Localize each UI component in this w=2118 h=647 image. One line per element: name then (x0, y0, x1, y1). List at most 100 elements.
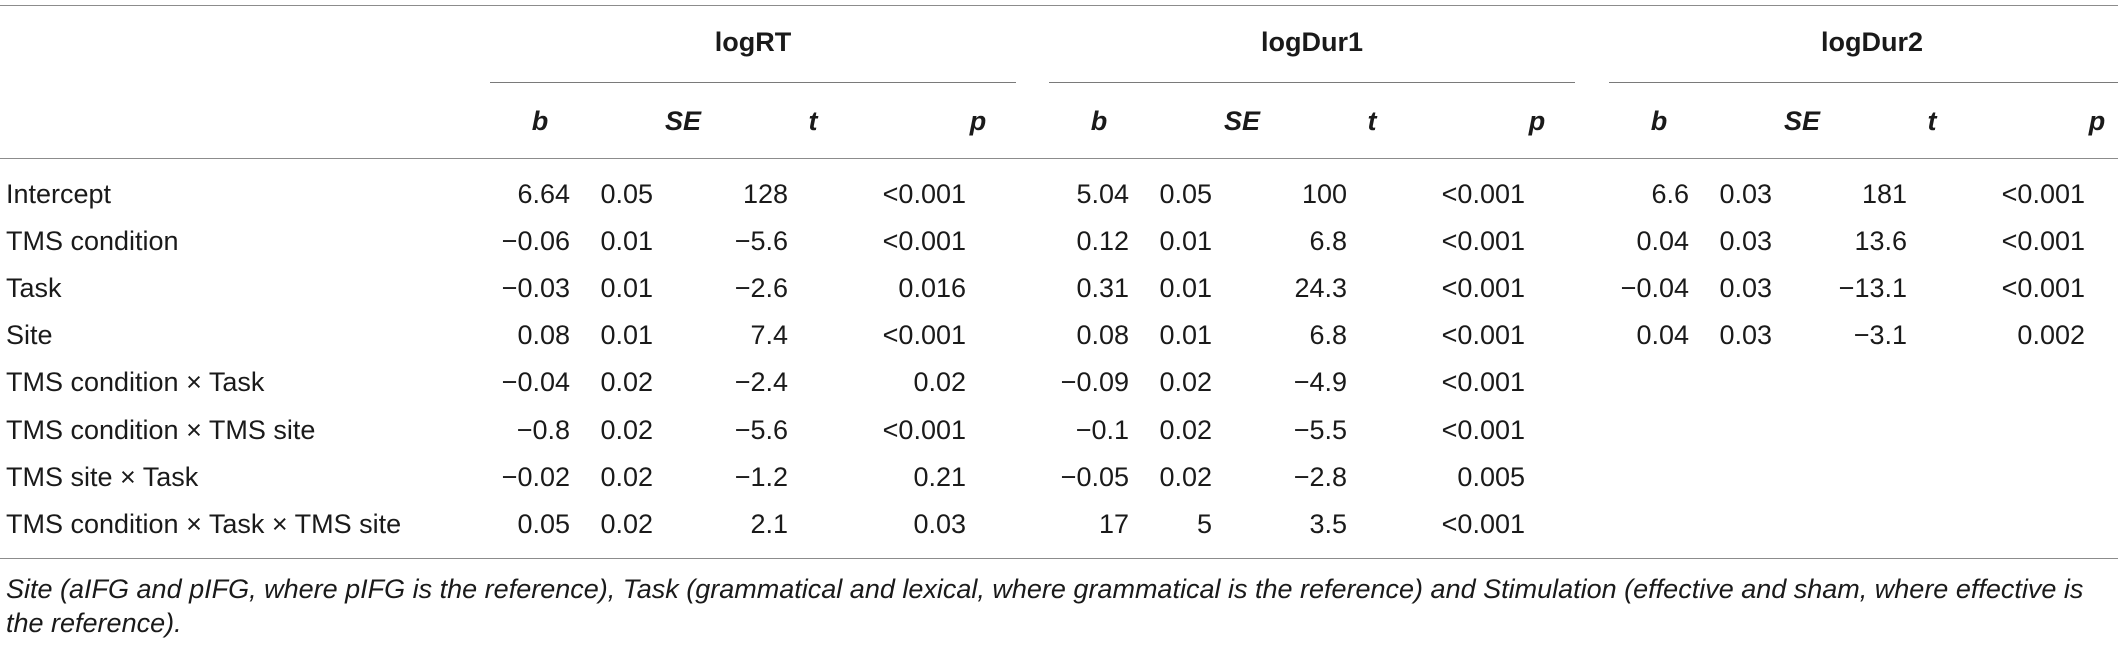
table-cell: −5.6 (734, 226, 788, 256)
table-cell: −0.09 (1060, 367, 1129, 397)
table-cell: −0.1 (1075, 415, 1129, 445)
column-header-b: b (531, 106, 549, 136)
table-cell: 5.04 (1076, 179, 1129, 209)
table-cell: 0.12 (1076, 226, 1129, 256)
table-cell: 0.01 (1159, 320, 1212, 350)
group-underline-logdur1 (1049, 82, 1575, 83)
table-cell: 0.02 (1159, 415, 1212, 445)
table-cell: 0.03 (1719, 179, 1772, 209)
table-cell: −4.9 (1293, 367, 1347, 397)
table-cell: 0.02 (600, 367, 653, 397)
table-footnote: Site (aIFG and pIFG, where pIFG is the r… (6, 574, 2084, 638)
column-header-p: p (2088, 106, 2106, 136)
table-cell: 0.005 (1457, 462, 1525, 492)
table-cell: −2.6 (734, 273, 788, 303)
table-cell: 6.64 (517, 179, 570, 209)
table-cell: 0.016 (898, 273, 966, 303)
row-label: Task (6, 273, 62, 303)
table-cell: 7.4 (750, 320, 788, 350)
table-cell: 0.002 (2017, 320, 2085, 350)
table-cell: 17 (1098, 509, 1129, 539)
table-cell: −1.2 (734, 462, 788, 492)
row-label: TMS site × Task (6, 462, 199, 492)
group-underline-logdur2 (1609, 82, 2118, 83)
table-cell: 0.03 (1719, 226, 1772, 256)
column-header-se: SE (1783, 106, 1821, 136)
table-cell: −0.04 (1620, 273, 1689, 303)
table-cell: 0.01 (600, 226, 653, 256)
table-cell: 13.6 (1854, 226, 1907, 256)
table-cell: 3.5 (1309, 509, 1347, 539)
column-header-t: t (1367, 106, 1377, 136)
table-cell: <0.001 (1441, 320, 1525, 350)
table-cell: −2.4 (734, 367, 788, 397)
table-cell: 100 (1301, 179, 1347, 209)
table-cell: 0.21 (913, 462, 966, 492)
table-cell: −0.8 (516, 415, 570, 445)
table-cell: 0.05 (1159, 179, 1212, 209)
table-cell: <0.001 (1441, 273, 1525, 303)
table-cell: 0.01 (600, 273, 653, 303)
table-cell: 0.04 (1636, 226, 1689, 256)
table-cell: 0.01 (1159, 226, 1212, 256)
column-header-t: t (1927, 106, 1937, 136)
table-cell: <0.001 (2001, 273, 2085, 303)
group-underline-logrt (490, 82, 1016, 83)
column-header-p: p (969, 106, 987, 136)
table-cell: <0.001 (1441, 415, 1525, 445)
table-cell: −2.8 (1293, 462, 1347, 492)
bottom-rule (0, 558, 2118, 559)
row-label: TMS condition × TMS site (6, 415, 316, 445)
table-cell: <0.001 (1441, 367, 1525, 397)
top-rule (0, 5, 2118, 6)
table-cell: −13.1 (1838, 273, 1907, 303)
table-cell: <0.001 (1441, 226, 1525, 256)
table-cell: 0.08 (1076, 320, 1129, 350)
table-cell: 0.03 (1719, 273, 1772, 303)
row-label: TMS condition × Task (6, 367, 265, 397)
row-label: Site (6, 320, 53, 350)
table-cell: <0.001 (2001, 226, 2085, 256)
group-header-logdur2: logDur2 (1820, 27, 1923, 57)
column-header-b: b (1090, 106, 1108, 136)
table-cell: <0.001 (1441, 509, 1525, 539)
table-cell: −0.03 (501, 273, 570, 303)
row-label: TMS condition (6, 226, 179, 256)
table-cell: −0.04 (501, 367, 570, 397)
column-header-se: SE (664, 106, 702, 136)
table-cell: 6.8 (1309, 320, 1347, 350)
table-cell: 0.03 (913, 509, 966, 539)
header-rule (0, 158, 2118, 159)
table-cell: 0.01 (1159, 273, 1212, 303)
column-header-p: p (1528, 106, 1546, 136)
table-cell: 128 (742, 179, 788, 209)
table-cell: 0.02 (913, 367, 966, 397)
table-cell: 0.02 (1159, 462, 1212, 492)
column-header-t: t (808, 106, 818, 136)
table-cell: 0.01 (600, 320, 653, 350)
table-cell: 0.02 (600, 509, 653, 539)
table-cell: 0.08 (517, 320, 570, 350)
table-cell: <0.001 (882, 226, 966, 256)
table-cell: 2.1 (750, 509, 788, 539)
table-cell: 0.04 (1636, 320, 1689, 350)
table-cell: 181 (1861, 179, 1907, 209)
table-cell: 0.02 (1159, 367, 1212, 397)
table-cell: <0.001 (1441, 179, 1525, 209)
table-cell: 6.6 (1651, 179, 1689, 209)
column-header-se: SE (1223, 106, 1261, 136)
table-cell: 0.05 (517, 509, 570, 539)
table-cell: <0.001 (882, 415, 966, 445)
row-label: Intercept (6, 179, 112, 209)
table-cell: 0.05 (600, 179, 653, 209)
table-cell: <0.001 (882, 179, 966, 209)
table-cell: 0.03 (1719, 320, 1772, 350)
table-cell: −5.5 (1293, 415, 1347, 445)
row-label: TMS condition × Task × TMS site (6, 509, 402, 539)
group-header-logdur1: logDur1 (1260, 27, 1363, 57)
table-cell: −0.02 (501, 462, 570, 492)
table-cell: <0.001 (2001, 179, 2085, 209)
table-cell: 0.02 (600, 415, 653, 445)
table-cell: 0.31 (1076, 273, 1129, 303)
table-cell: −5.6 (734, 415, 788, 445)
